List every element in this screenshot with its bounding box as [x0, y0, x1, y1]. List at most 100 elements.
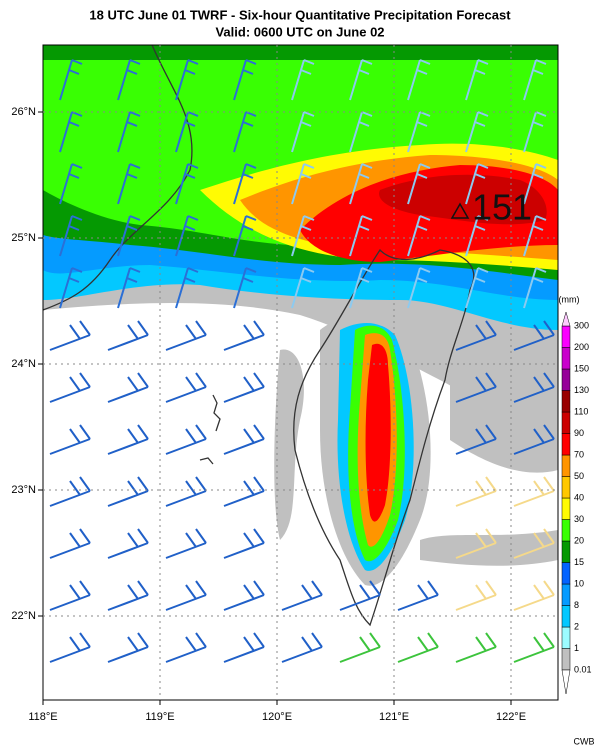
- wind-barb: [455, 372, 497, 403]
- wind-barb: [223, 632, 265, 663]
- map-frame: [42, 44, 559, 701]
- wind-barb: [165, 528, 207, 559]
- wind-barb: [407, 163, 431, 205]
- y-tick-label: 23°N: [11, 484, 36, 496]
- wind-barb: [407, 59, 431, 101]
- wind-barb: [455, 476, 497, 507]
- colorbar-label: 300: [574, 320, 589, 330]
- wind-barb: [107, 424, 149, 455]
- wind-barb: [513, 320, 555, 351]
- colorbar-segment: [561, 390, 571, 413]
- wind-barb: [455, 320, 497, 351]
- colorbar-segment: [561, 519, 571, 542]
- colorbar: 0.01 1 2 8 10 15 20 30 40 50 70 90 110 130 150 200 300: [561, 311, 592, 695]
- wind-barb: [59, 59, 83, 101]
- wind-barb: [465, 59, 489, 101]
- wind-barb: [407, 215, 431, 257]
- colorbar-label: 8: [574, 600, 579, 610]
- colorbar-segment: [561, 583, 571, 606]
- wind-barb: [233, 59, 257, 101]
- wind-barb: [233, 267, 257, 309]
- colorbar-label: 110: [574, 406, 588, 416]
- wind-barb: [49, 476, 91, 507]
- colorbar-segment: [561, 454, 571, 477]
- wind-barb: [407, 111, 431, 153]
- colorbar-label: 0.01: [574, 664, 592, 674]
- y-tick-label: 22°N: [11, 610, 36, 622]
- wind-barb: [165, 424, 207, 455]
- wind-barb: [107, 528, 149, 559]
- wind-barb: [465, 111, 489, 153]
- wind-barb: [175, 163, 199, 205]
- wind-barb: [107, 580, 149, 611]
- wind-barb: [465, 163, 489, 205]
- wind-barb: [523, 267, 547, 309]
- wind-barb: [49, 580, 91, 611]
- wind-barb: [223, 424, 265, 455]
- wind-barb: [465, 267, 489, 309]
- wind-barb: [281, 632, 323, 663]
- colorbar-label: 20: [574, 535, 584, 545]
- x-tick-label: 118°E: [28, 711, 57, 723]
- wind-barb: [49, 632, 91, 663]
- wind-barb: [117, 215, 141, 257]
- colorbar-unit: (mm): [559, 294, 580, 304]
- colorbar-label: 30: [574, 514, 584, 524]
- x-tick-label: 120°E: [262, 711, 292, 723]
- wind-barb: [349, 111, 373, 153]
- y-tick-label: 26°N: [11, 106, 36, 118]
- wind-barb: [349, 215, 373, 257]
- colorbar-segment: [561, 411, 571, 434]
- wind-barb: [117, 59, 141, 101]
- colorbar-segment: [561, 562, 571, 585]
- wind-barb: [107, 632, 149, 663]
- wind-barb: [233, 163, 257, 205]
- colorbar-segment: [561, 540, 571, 563]
- wind-barb: [49, 424, 91, 455]
- subtitle: Valid: 0600 UTC on June 02: [215, 24, 384, 39]
- wind-barb: [407, 267, 431, 309]
- colorbar-bottom: [561, 669, 571, 695]
- colorbar-segment: [561, 626, 571, 649]
- wind-barb: [175, 215, 199, 257]
- colorbar-label: 1: [574, 643, 579, 653]
- axes: 118°E 119°E 120°E 121°E 122°E 26°N 25°N 24°N 23°…: [11, 45, 558, 723]
- colorbar-label: 150: [574, 363, 589, 373]
- wind-barb: [223, 320, 265, 351]
- x-tick-label: 119°E: [145, 711, 174, 723]
- wind-barb: [117, 111, 141, 153]
- wind-barb: [455, 580, 497, 611]
- credit: CWB: [574, 736, 595, 746]
- max-value-label: 151: [472, 187, 532, 228]
- wind-barb: [107, 476, 149, 507]
- wind-barb: [223, 528, 265, 559]
- wind-barb: [175, 111, 199, 153]
- wind-barb: [465, 215, 489, 257]
- wind-barb: [175, 267, 199, 309]
- wind-barb: [107, 320, 149, 351]
- wind-barb: [523, 111, 547, 153]
- colorbar-label: 70: [574, 449, 584, 459]
- wind-barb: [107, 372, 149, 403]
- wind-barb: [513, 476, 555, 507]
- wind-barb: [233, 111, 257, 153]
- title: 18 UTC June 01 TWRF - Six-hour Quantitat…: [89, 7, 511, 22]
- wind-barb: [513, 372, 555, 403]
- wind-barb: [165, 476, 207, 507]
- wind-barb: [233, 215, 257, 257]
- wind-barb: [165, 372, 207, 403]
- wind-barb: [59, 111, 83, 153]
- wind-barb: [165, 580, 207, 611]
- wind-barb: [281, 580, 323, 611]
- wind-barb: [165, 320, 207, 351]
- wind-barb: [349, 163, 373, 205]
- x-tick-label: 121°E: [379, 711, 409, 723]
- colorbar-label: 2: [574, 621, 579, 631]
- wind-barb: [513, 632, 555, 663]
- wind-barb: [117, 267, 141, 309]
- colorbar-segment: [561, 497, 571, 520]
- wind-barb: [455, 632, 497, 663]
- colorbar-top: [561, 311, 571, 327]
- wind-barb: [397, 632, 439, 663]
